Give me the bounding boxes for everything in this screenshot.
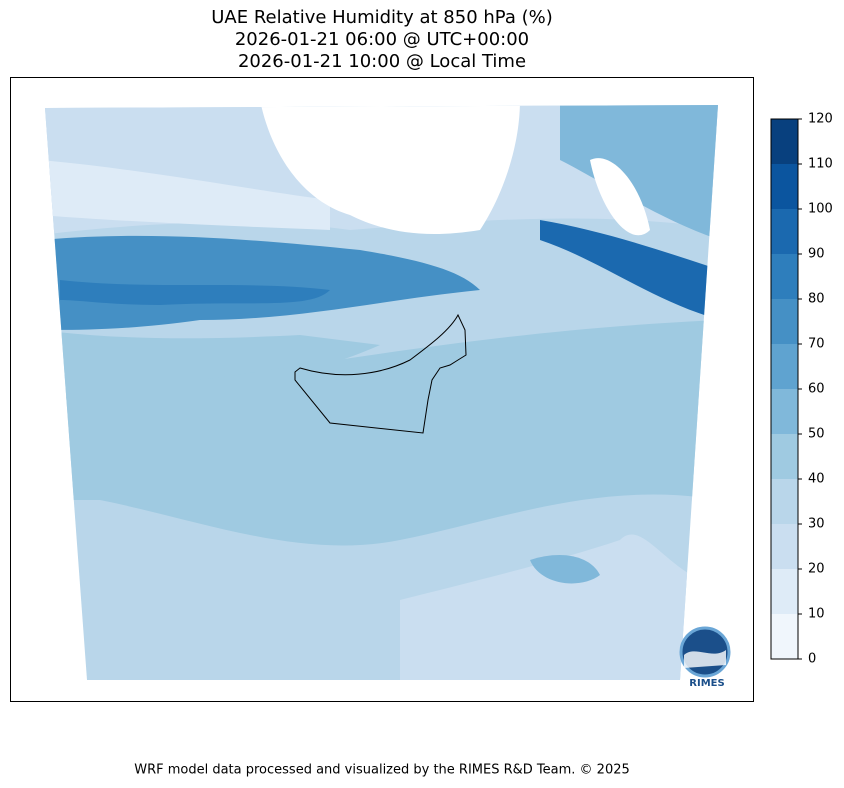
colorbar-segment [771,119,798,164]
colorbar-segment [771,254,798,299]
colorbar-segment [771,209,798,254]
logo: RIMES [679,626,731,689]
colorbar-segment [771,614,798,659]
map-frame [10,77,754,702]
colorbar-tick-label: 70 [808,337,825,352]
colorbar-tick-label: 50 [808,427,825,442]
colorbar-tick-label: 20 [808,562,825,577]
colorbar-segment [771,299,798,344]
footer: WRF model data processed and visualized … [134,763,630,778]
colorbar-segment [771,479,798,524]
colorbar-tick-label: 110 [808,157,833,172]
colorbar-tick-label: 60 [808,382,825,397]
colorbar-segment [771,569,798,614]
colorbar-segment [771,344,798,389]
colorbar-tick-label: 40 [808,472,825,487]
colorbar-segment [771,164,798,209]
colorbar-tick-label: 120 [808,112,833,127]
logo-text: RIMES [689,678,724,689]
colorbar-tick-label: 10 [808,607,825,622]
colorbar-tick-label: 80 [808,292,825,307]
colorbar-tick-label: 0 [808,652,816,667]
humidity-field [45,105,718,680]
uae-border [294,313,467,434]
title-line: 2026-01-21 06:00 @ UTC+00:00 [235,29,529,50]
colorbar-segment [771,524,798,569]
colorbar-segment [771,434,798,479]
colorbar-tick-label: 90 [808,247,825,262]
colorbar-tick-label: 30 [808,517,825,532]
title-line: UAE Relative Humidity at 850 hPa (%) [211,7,552,28]
colorbar-tick-label: 100 [808,202,833,217]
colorbar: 0 10 20 30 40 50 60 70 80 90 100 110 120 [770,112,833,667]
title-line: 2026-01-21 10:00 @ Local Time [238,51,526,72]
colorbar-segment [771,389,798,434]
